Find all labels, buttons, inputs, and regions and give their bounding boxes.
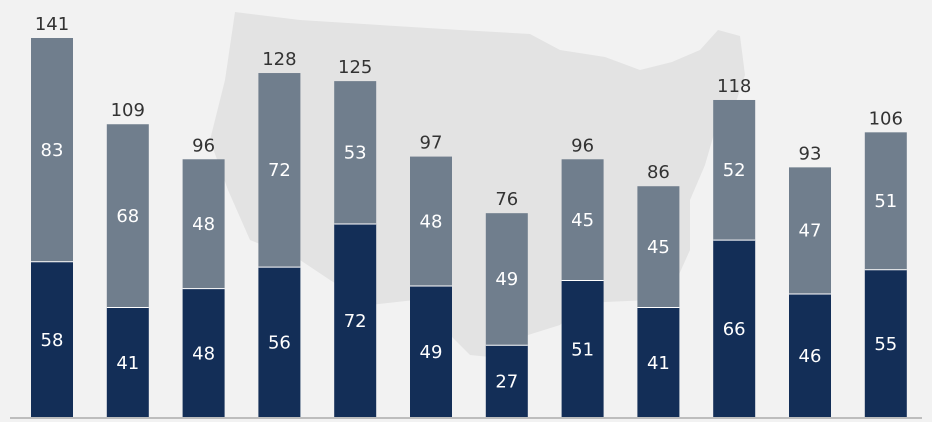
bar-segment-top	[410, 156, 452, 286]
bar-group: 46 47 93	[789, 143, 831, 418]
bar-group: 27 49 76	[485, 189, 528, 418]
bar-group: 49 48 97	[410, 133, 452, 418]
bar-segment-top	[31, 38, 73, 262]
bar-segment-top	[258, 73, 301, 268]
bar-segment-top	[334, 81, 377, 224]
bar-segment-bottom	[713, 240, 756, 418]
bar-segment-bottom	[864, 269, 907, 418]
bar-value-label-bottom: 72	[344, 311, 367, 332]
bar-segment-top	[789, 167, 831, 295]
bar-group: 41 68 109	[106, 100, 149, 418]
bar-segment-top	[485, 213, 528, 346]
bar-value-label-top: 52	[723, 160, 746, 181]
bar-group: 55 51 106	[864, 108, 907, 418]
bar-value-label-top: 68	[116, 206, 139, 227]
bar-group: 51 45 96	[561, 135, 604, 418]
bar-group: 56 72 128	[258, 49, 301, 418]
bar-segment-bottom	[561, 280, 604, 418]
bar-value-label-bottom: 48	[192, 343, 215, 364]
bar-segment-bottom	[31, 261, 73, 418]
bar-total-label: 86	[647, 162, 670, 183]
bar-group: 58 83 141	[31, 14, 73, 418]
bar-value-label-top: 83	[41, 140, 64, 161]
bar-value-label-top: 72	[268, 160, 291, 181]
bar-total-label: 76	[495, 189, 518, 210]
bar-value-label-bottom: 27	[495, 372, 518, 393]
bar-value-label-bottom: 49	[420, 342, 443, 363]
bar-value-label-bottom: 56	[268, 333, 291, 354]
bar-value-label-top: 48	[420, 211, 443, 232]
bar-value-label-bottom: 51	[571, 339, 594, 360]
bar-group: 66 52 118	[713, 76, 756, 418]
bar-value-label-top: 53	[344, 143, 367, 164]
bar-value-label-bottom: 66	[723, 319, 746, 340]
bar-segment-bottom	[485, 345, 528, 418]
bar-value-label-top: 51	[874, 191, 897, 212]
bar-total-label: 125	[338, 57, 372, 78]
bar-value-label-top: 45	[647, 237, 670, 258]
bar-value-label-bottom: 41	[647, 353, 670, 374]
bar-segment-top	[864, 132, 907, 270]
bar-segment-bottom	[258, 267, 301, 418]
bar-value-label-top: 48	[192, 214, 215, 235]
bar-total-label: 96	[192, 135, 215, 156]
bar-segment-bottom	[410, 285, 452, 418]
bar-segment-bottom	[637, 307, 680, 418]
bar-total-label: 128	[262, 49, 296, 70]
bar-segment-bottom	[334, 223, 377, 418]
bar-value-label-top: 49	[495, 269, 518, 290]
bar-value-label-bottom: 41	[116, 353, 139, 374]
bar-segment-bottom	[106, 307, 149, 418]
bar-segment-bottom	[182, 288, 225, 418]
bar-value-label-bottom: 55	[874, 334, 897, 355]
bar-total-label: 97	[420, 133, 443, 154]
bar-value-label-top: 47	[799, 221, 822, 242]
bar-group: 41 45 86	[637, 162, 680, 418]
bar-total-label: 93	[799, 143, 822, 164]
bar-segment-top	[713, 99, 756, 241]
bar-segment-top	[182, 159, 225, 289]
bar-total-label: 96	[571, 135, 594, 156]
bar-total-label: 141	[35, 14, 69, 35]
bar-group: 48 48 96	[182, 135, 225, 418]
bar-segment-top	[106, 124, 149, 308]
bar-total-label: 109	[111, 100, 145, 121]
bar-segment-bottom	[789, 294, 831, 418]
bars-layer: 58 83 141 41 68 109 48 48 96 56 72 128 72 53 125 49 48 97…	[31, 14, 907, 418]
bar-segment-top	[561, 159, 604, 281]
bar-value-label-bottom: 58	[41, 330, 64, 351]
bar-value-label-bottom: 46	[799, 346, 822, 367]
bar-total-label: 118	[717, 76, 751, 97]
bar-total-label: 106	[869, 108, 903, 129]
bar-group: 72 53 125	[334, 57, 377, 418]
bar-segment-top	[637, 186, 680, 308]
bar-value-label-top: 45	[571, 210, 594, 231]
